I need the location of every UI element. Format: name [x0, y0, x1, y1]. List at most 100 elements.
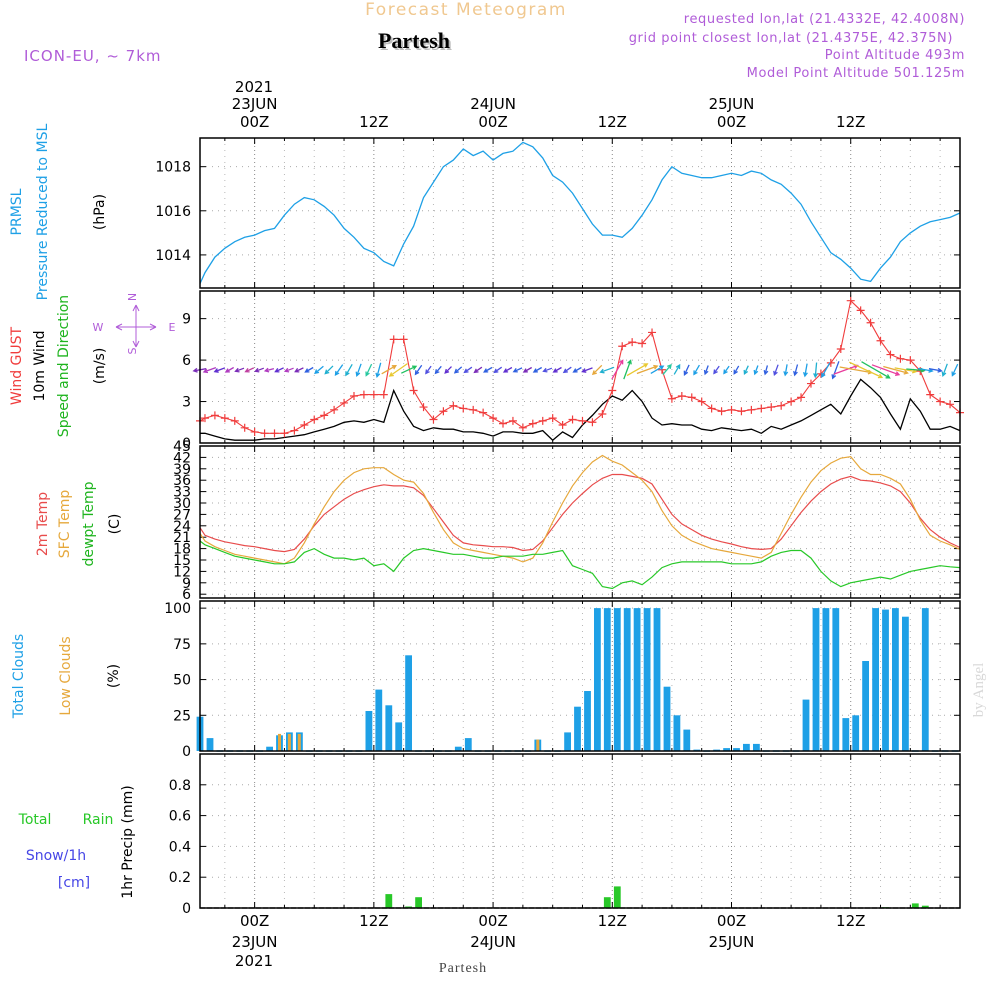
total-cloud-bar	[594, 608, 601, 751]
compass-arrows-icon	[115, 304, 157, 348]
gust-point	[687, 393, 696, 402]
total-cloud-bar	[852, 715, 860, 751]
rain-bar	[613, 886, 621, 908]
bottom-time-label: 12Z	[836, 912, 865, 930]
gust-point	[578, 416, 587, 425]
wind-direction-arrow	[650, 365, 665, 374]
wind-direction-arrow	[821, 362, 831, 378]
gust-point	[856, 306, 865, 315]
gust-point	[369, 390, 378, 399]
total-cloud-bar	[584, 691, 591, 751]
gust-point	[906, 356, 915, 365]
y-tick-label: 33	[173, 485, 191, 501]
wind-direction-arrow	[444, 366, 452, 374]
gust-point	[757, 404, 766, 413]
gust-point	[846, 296, 855, 305]
total-cloud-bar	[365, 711, 373, 751]
precip-ylabel: Total Rain Snow/1h [cm] 1hr Precip (mm)	[18, 785, 136, 898]
gust-point	[826, 358, 835, 367]
panel-frame	[199, 753, 961, 909]
gust-point	[936, 397, 945, 406]
wind-direction-arrow	[941, 363, 948, 377]
wind-direction-arrow	[723, 365, 730, 375]
wind-direction-arrow	[703, 365, 709, 376]
wind-unit: (m/s)	[92, 348, 108, 385]
gust-point	[946, 400, 955, 409]
precip-unit: 1hr Precip (mm)	[120, 785, 136, 898]
y-tick-label: 0.8	[169, 778, 191, 794]
total-cloud-bar	[733, 748, 740, 751]
point-altitude: Point Altitude 493m	[825, 48, 965, 63]
gust-point	[618, 342, 627, 351]
wind-direction-arrow	[493, 366, 503, 374]
top-time-label: 12Z	[359, 113, 388, 131]
total-cloud-bar	[574, 706, 581, 751]
wind-direction-arrow	[381, 365, 397, 375]
bottom-date-label: 24JUN	[470, 933, 516, 951]
wind-direction-arrow	[626, 363, 649, 377]
total-cloud-bar	[663, 686, 671, 751]
gust-point	[459, 404, 468, 413]
wind-direction-arrow	[304, 366, 314, 373]
footer-location: Partesh	[439, 961, 487, 976]
gust-point	[419, 403, 428, 412]
dewpt-line	[199, 540, 961, 590]
gust-point	[528, 419, 537, 428]
bottom-time-label: 12Z	[359, 912, 388, 930]
wind-direction-arrow	[414, 364, 423, 376]
gust-point	[747, 405, 756, 414]
total-cloud-bar	[464, 738, 472, 751]
gust-point	[280, 429, 289, 438]
wind-direction-arrow	[623, 359, 632, 380]
wind-direction-arrow	[375, 362, 382, 379]
bottom-time-label: 00Z	[240, 912, 269, 930]
y-tick-label: 6	[182, 587, 191, 603]
total-cloud-bar	[266, 746, 273, 751]
gust-point	[876, 336, 885, 345]
gust-point	[220, 414, 229, 423]
gust-point	[310, 415, 319, 424]
gust-point	[300, 421, 309, 430]
gust-point	[598, 409, 607, 418]
total-cloud-bar	[872, 608, 879, 751]
gust-point	[638, 339, 647, 348]
wind-direction-arrow	[274, 367, 284, 373]
wind-direction-arrow	[213, 367, 226, 373]
y-tick-label: 45	[173, 439, 191, 455]
location-title: Partesh	[378, 28, 450, 53]
credit-watermark: by Angel	[971, 663, 987, 718]
wind-direction-arrow	[693, 364, 700, 376]
gust-point	[767, 403, 776, 412]
total-cloud-bar	[643, 608, 651, 751]
y-tick-label: 1018	[155, 160, 191, 176]
rain-label: Rain	[83, 812, 114, 828]
wind-direction-arrow	[861, 361, 891, 379]
y-tick-label: 9	[182, 576, 191, 592]
gust-point	[806, 379, 815, 388]
panels: 1014101610180369691215182124273033363942…	[155, 137, 964, 917]
wind-direction-arrow	[355, 363, 362, 377]
forecast-title: Forecast Meteogram	[365, 0, 567, 20]
y-tick-label: 0	[182, 436, 191, 452]
wind-direction-arrow	[562, 366, 572, 374]
wind-direction-arrow	[542, 367, 553, 373]
top-date-label: 25JUN	[709, 95, 755, 113]
model-label: ICON-EU, ~ 7km	[24, 47, 162, 65]
wind-direction-arrow	[512, 367, 523, 373]
wind-direction-arrow	[254, 367, 265, 373]
total-cloud-bar	[454, 746, 462, 751]
wind-direction-arrow	[334, 364, 344, 377]
wind-direction-arrow	[783, 364, 789, 377]
low-cloud-bar	[536, 739, 540, 751]
panel-wind: 0 3 6 9	[182, 291, 964, 452]
wind-direction-arrow	[581, 367, 593, 373]
pressure-ylabel: PRMSL Pressure Reduced to MSL (hPa)	[9, 123, 108, 300]
gust-point	[489, 414, 498, 423]
compass-south: S	[126, 347, 139, 354]
temp2m-label: 2m Temp	[35, 492, 51, 556]
gust-point	[737, 407, 746, 416]
wind-direction-arrow	[813, 362, 819, 379]
pressure-unit: (hPa)	[92, 194, 108, 230]
prmsl-line	[199, 141, 961, 284]
gust-point	[469, 405, 478, 414]
